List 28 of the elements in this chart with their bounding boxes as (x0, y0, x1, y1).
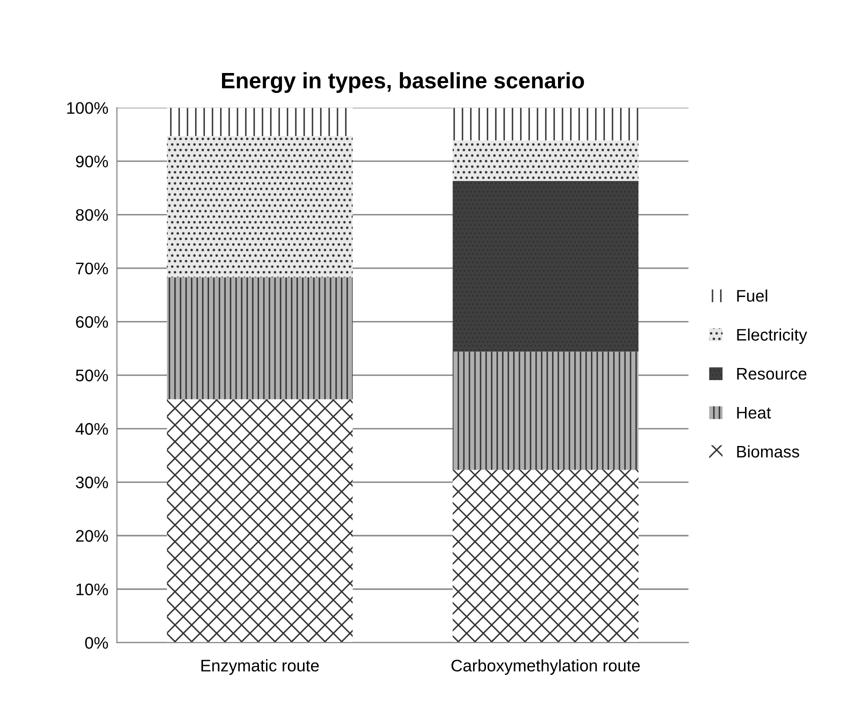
legend-label: Resource (737, 368, 806, 380)
bar (166, 277, 353, 400)
y-tick-label: 100% (67, 102, 108, 114)
y-tick-label: 0% (85, 637, 108, 649)
y-tick-label: 70% (76, 262, 108, 274)
bar (452, 470, 638, 643)
x-tick-label: Enzymatic route (201, 659, 319, 675)
bar (452, 108, 638, 140)
y-tick-label: 50% (76, 370, 108, 382)
y-tick-label: 40% (76, 423, 108, 435)
y-tick-label: 30% (76, 476, 108, 488)
y-tick-label: 60% (76, 316, 108, 328)
legend-label: Electricity (737, 328, 808, 344)
bar (452, 140, 638, 181)
x-tick-label: Carboxymethylation route (451, 659, 640, 675)
y-tick-label: 10% (76, 584, 108, 596)
bar (452, 352, 638, 470)
bar (452, 180, 638, 352)
legend-label: Heat (737, 407, 771, 419)
bar (166, 136, 353, 278)
y-tick-label: 20% (76, 530, 108, 542)
legend-label: Biomass (737, 445, 800, 458)
y-tick-label: 80% (76, 209, 108, 221)
legend-label: Fuel (737, 290, 768, 302)
bar (166, 108, 353, 136)
y-tick-label: 90% (76, 156, 108, 168)
chart-title: Energy in types, baseline scenario (222, 72, 584, 93)
bar (166, 399, 353, 643)
